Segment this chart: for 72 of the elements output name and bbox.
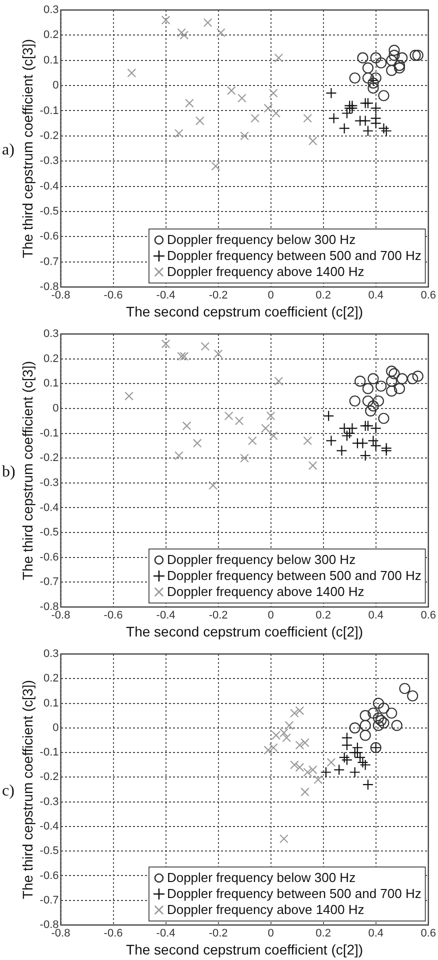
y-axis-title: The third cepstrum coefficient (c[3]) (19, 38, 36, 258)
legend-label: Doppler frequency below 300 Hz (166, 232, 356, 248)
x-tick-label: 0.6 (420, 928, 436, 940)
y-tick-label: 0.2 (43, 672, 59, 685)
x-tick-label: 0 (268, 928, 274, 940)
legend-label: Doppler frequency above 1400 Hz (166, 584, 364, 600)
text: a) (2, 142, 14, 159)
y-tick-label: -0.4 (40, 820, 59, 832)
y-tick-label: -0.1 (40, 746, 59, 759)
y-tick-label: 0.1 (43, 378, 59, 390)
x-tick-label: 0.4 (368, 928, 384, 940)
legend-label: Doppler frequency above 1400 Hz (166, 264, 364, 280)
x-tick-label: -0.2 (208, 610, 228, 622)
y-tick-label: -0.3 (40, 796, 59, 808)
y-tick-label: -0.7 (40, 256, 59, 268)
y-tick-label: 0 (52, 722, 59, 734)
x-tick-label: 0.6 (420, 610, 436, 622)
y-tick-label: -0.6 (40, 870, 59, 882)
x-tick-label: -0.2 (208, 290, 228, 302)
y-tick-label: -0.5 (40, 845, 59, 858)
y-tick-label: -0.7 (40, 576, 59, 588)
x-tick-label: 0.4 (368, 290, 384, 302)
y-tick-label: 0.1 (43, 697, 59, 710)
y-tick-label: 0.2 (43, 352, 59, 365)
y-tick-label: 0.3 (43, 648, 59, 660)
y-tick-label: 0 (52, 402, 59, 414)
text: c) (2, 782, 14, 800)
x-tick-label: 0.2 (316, 610, 331, 622)
y-tick-label: -0.2 (40, 452, 59, 464)
x-tick-label: 0.6 (420, 290, 436, 302)
x-tick-label: 0 (268, 610, 274, 622)
y-tick-label: 0.3 (43, 4, 59, 16)
y-tick-label: -0.2 (40, 771, 59, 784)
y-tick-label: -0.5 (40, 526, 59, 539)
x-tick-label: -0.4 (156, 610, 176, 622)
x-tick-label: 0.2 (316, 290, 331, 302)
x-tick-label: -0.6 (104, 610, 123, 622)
text: b) (2, 464, 16, 481)
y-tick-label: -0.4 (40, 502, 59, 514)
x-tick-label: -0.4 (156, 290, 176, 302)
x-tick-label: 0.2 (316, 928, 331, 940)
y-tick-label: -0.1 (40, 427, 59, 440)
legend-label: Doppler frequency between 500 and 700 Hz (166, 248, 422, 264)
y-tick-label: 0.1 (43, 54, 59, 66)
y-tick-label: 0 (52, 80, 59, 92)
y-tick-label: -0.3 (40, 155, 59, 168)
x-tick-label: -0.2 (208, 928, 228, 940)
x-axis-title: The second cepstrum coefficient (c[2]) (126, 941, 364, 958)
y-tick-label: -0.3 (40, 476, 59, 489)
y-tick-label: -0.1 (40, 104, 59, 117)
y-tick-label: -0.7 (40, 894, 59, 906)
legend-label: Doppler frequency between 500 and 700 Hz (166, 568, 422, 584)
x-tick-label: -0.6 (104, 290, 123, 302)
x-tick-label: -0.6 (104, 928, 123, 940)
x-axis-title: The second cepstrum coefficient (c[2]) (126, 623, 364, 640)
y-tick-label: 0.3 (43, 328, 59, 340)
y-tick-label: -0.5 (40, 205, 59, 218)
y-axis-title: The third cepstrum coefficient (c[3]) (19, 680, 36, 900)
y-tick-label: -0.4 (40, 180, 59, 192)
x-tick-label: -0.4 (156, 928, 176, 940)
legend-label: Doppler frequency between 500 and 700 Hz (166, 886, 422, 902)
x-axis-title: The second cepstrum coefficient (c[2]) (126, 303, 364, 320)
y-tick-label: -0.6 (40, 230, 59, 243)
y-tick-label: -0.2 (40, 130, 59, 142)
x-tick-label: 0.4 (368, 610, 384, 622)
legend-label: Doppler frequency below 300 Hz (166, 870, 356, 886)
y-axis-title: The third cepstrum coefficient (c[3]) (19, 360, 36, 580)
x-tick-label: 0 (268, 290, 274, 302)
y-tick-label: 0.2 (43, 29, 59, 42)
legend-label: Doppler frequency above 1400 Hz (166, 902, 364, 918)
y-tick-label: -0.6 (40, 551, 59, 564)
legend-label: Doppler frequency below 300 Hz (166, 552, 356, 568)
